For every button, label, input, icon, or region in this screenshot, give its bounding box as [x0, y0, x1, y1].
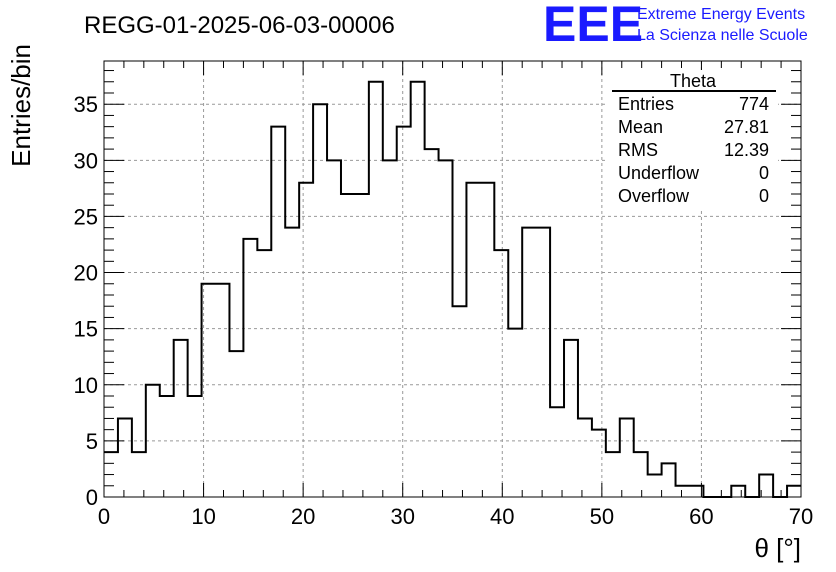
- histogram-bin: [550, 407, 564, 497]
- histogram-bin: [188, 396, 202, 497]
- y-tick-label: 5: [86, 429, 98, 454]
- stats-value: 0: [759, 163, 769, 183]
- stats-box: Theta Entries 774 Mean 27.81 RMS 12.39 Underfl…: [608, 70, 778, 208]
- stats-box-title: Theta: [670, 71, 717, 91]
- y-tick-label: 30: [74, 148, 98, 173]
- histogram-bin: [480, 183, 494, 497]
- x-tick-label: 0: [98, 504, 110, 529]
- histogram-bin: [453, 306, 467, 497]
- plot-frame: [103, 60, 802, 498]
- y-tick-label: 15: [74, 317, 98, 342]
- histogram-bin: [508, 329, 522, 497]
- histogram-bin: [634, 452, 648, 497]
- histogram-series: [104, 80, 801, 498]
- histogram-bin: [341, 194, 355, 497]
- x-tick-label: 70: [789, 504, 813, 529]
- stats-value: 774: [739, 94, 769, 114]
- y-tick-label: 35: [74, 92, 98, 117]
- histogram-bin: [648, 475, 662, 497]
- x-tick-label: 60: [689, 504, 713, 529]
- histogram-bin: [411, 82, 425, 497]
- y-tick-labels: 0 5 10 15 20 25 30 35: [74, 92, 98, 510]
- histogram-bin: [439, 160, 453, 497]
- histogram-bin: [466, 183, 480, 497]
- histogram-bin: [202, 284, 216, 497]
- y-tick-label: 25: [74, 204, 98, 229]
- x-tick-labels: 0 10 20 30 40 50 60 70: [98, 504, 813, 529]
- histogram-bin: [578, 418, 592, 497]
- histogram-bin: [662, 463, 676, 497]
- stats-box-background: [608, 70, 778, 208]
- histogram-bin: [425, 149, 439, 497]
- x-tick-label: 30: [390, 504, 414, 529]
- stats-value: 12.39: [724, 140, 769, 160]
- stats-value: 27.81: [724, 117, 769, 137]
- stats-label: Overflow: [618, 186, 690, 206]
- histogram-bin: [606, 452, 620, 497]
- histogram-bin: [299, 183, 313, 497]
- logo-line-2: La Scienza nelle Scuole: [637, 27, 808, 44]
- histogram-bin: [355, 194, 369, 497]
- histogram-bin: [676, 486, 690, 497]
- histogram-bin: [146, 385, 160, 497]
- histogram-bin: [536, 228, 550, 497]
- histogram-bin: [229, 351, 243, 497]
- histogram-bin: [787, 486, 801, 497]
- histogram-bin: [313, 104, 327, 497]
- histogram-bin: [522, 228, 536, 497]
- histogram-bin: [118, 418, 132, 497]
- y-axis-title: Entries/bin: [6, 44, 36, 167]
- eee-logo: EEE: [543, 0, 643, 52]
- stats-label: RMS: [618, 140, 658, 160]
- histogram-bin: [369, 82, 383, 497]
- x-tick-label: 20: [291, 504, 315, 529]
- histogram-bin: [592, 430, 606, 497]
- histogram-bin: [216, 284, 230, 497]
- histogram-bin: [174, 340, 188, 497]
- histogram-bin: [383, 160, 397, 497]
- stats-label: Mean: [618, 117, 663, 137]
- axis-ticks: [103, 61, 802, 498]
- logo-line-1: Extreme Energy Events: [637, 6, 805, 23]
- histogram-outline: [104, 80, 801, 498]
- histogram-bin: [285, 228, 299, 497]
- stats-label: Underflow: [618, 163, 700, 183]
- x-axis-title: θ [°]: [754, 533, 801, 563]
- stats-box-rows: Entries 774 Mean 27.81 RMS 12.39 Underflow 0 Ove…: [618, 94, 769, 206]
- y-tick-label: 20: [74, 261, 98, 286]
- y-tick-label: 0: [86, 485, 98, 510]
- x-tick-label: 10: [191, 504, 215, 529]
- x-tick-label: 40: [490, 504, 514, 529]
- histogram-bin: [257, 250, 271, 497]
- histogram-bin: [160, 396, 174, 497]
- histogram-bin: [243, 239, 257, 497]
- histogram-bin: [327, 160, 341, 497]
- histogram-bin: [731, 486, 745, 497]
- histogram-bin: [397, 127, 411, 497]
- chart-title: REGG-01-2025-06-03-00006: [84, 12, 395, 39]
- histogram-bin: [494, 250, 508, 497]
- histogram-bin: [271, 127, 285, 497]
- y-tick-label: 10: [74, 373, 98, 398]
- x-tick-label: 50: [590, 504, 614, 529]
- stats-label: Entries: [618, 94, 674, 114]
- stats-value: 0: [759, 186, 769, 206]
- histogram-bin: [620, 418, 634, 497]
- histogram-bin: [564, 340, 578, 497]
